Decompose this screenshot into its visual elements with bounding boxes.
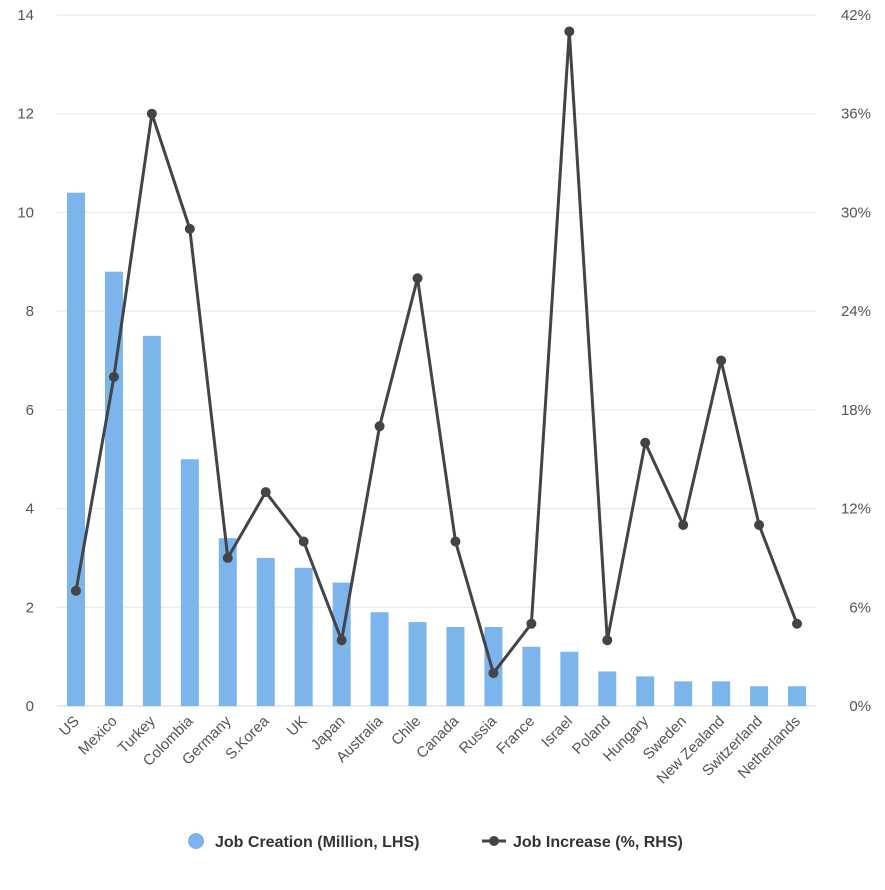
bar[interactable]: [294, 567, 313, 706]
line-series: [70, 26, 803, 679]
category-label: France: [493, 713, 538, 758]
bar[interactable]: [522, 646, 541, 706]
right-tick-label: 24%: [841, 303, 871, 320]
line-point[interactable]: [564, 26, 575, 37]
category-label: Mexico: [75, 713, 121, 759]
line-point[interactable]: [602, 635, 613, 646]
right-tick-label: 30%: [841, 204, 871, 221]
line-point[interactable]: [754, 520, 765, 531]
line-point[interactable]: [70, 585, 81, 596]
category-label: Russia: [456, 712, 501, 757]
bar[interactable]: [180, 459, 199, 706]
bar[interactable]: [370, 612, 389, 706]
right-tick-label: 18%: [841, 402, 871, 419]
bar[interactable]: [712, 681, 731, 706]
right-tick-label: 42%: [841, 7, 871, 24]
bar[interactable]: [218, 538, 237, 706]
line-point[interactable]: [412, 273, 423, 284]
line-point[interactable]: [450, 536, 461, 547]
line-path: [74, 30, 799, 675]
legend[interactable]: Job Creation (Million, LHS) Job Increase…: [188, 833, 683, 851]
line-point[interactable]: [526, 618, 537, 629]
bar[interactable]: [674, 681, 693, 706]
bar[interactable]: [446, 627, 465, 706]
bar[interactable]: [408, 622, 427, 706]
line-point[interactable]: [374, 421, 385, 432]
right-tick-label: 0%: [849, 698, 871, 715]
bar[interactable]: [66, 192, 85, 706]
category-label: Canada: [413, 712, 463, 762]
bar[interactable]: [788, 686, 807, 706]
bar-series: [66, 192, 807, 706]
category-label: UK: [284, 713, 311, 740]
line-point[interactable]: [222, 552, 233, 563]
line-point[interactable]: [146, 108, 157, 119]
legend-line-label: Job Increase (%, RHS): [513, 834, 683, 851]
legend-bar-label: Job Creation (Million, LHS): [215, 834, 419, 851]
right-tick-label: 12%: [841, 501, 871, 518]
legend-item-bar-series[interactable]: Job Creation (Million, LHS): [188, 833, 419, 851]
line-point[interactable]: [108, 371, 119, 382]
legend-item-line-series[interactable]: Job Increase (%, RHS): [482, 834, 683, 851]
left-tick-label: 14: [17, 7, 34, 24]
left-tick-label: 10: [17, 204, 34, 221]
left-tick-label: 2: [26, 599, 34, 616]
line-point[interactable]: [716, 355, 727, 366]
bar[interactable]: [750, 686, 769, 706]
gridlines: [57, 14, 816, 707]
bar[interactable]: [104, 271, 123, 706]
left-tick-label: 0: [26, 698, 34, 715]
bar[interactable]: [142, 335, 161, 706]
left-tick-label: 8: [26, 303, 34, 320]
legend-bar-symbol: [188, 833, 204, 849]
left-tick-label: 6: [26, 402, 34, 419]
line-point[interactable]: [298, 536, 309, 547]
bar[interactable]: [636, 676, 655, 706]
line-point[interactable]: [488, 668, 499, 679]
bar[interactable]: [560, 651, 579, 706]
bar[interactable]: [256, 557, 275, 706]
line-point[interactable]: [792, 618, 803, 629]
legend-line-marker: [489, 836, 499, 846]
line-point[interactable]: [640, 437, 651, 448]
line-point[interactable]: [184, 223, 195, 234]
line-point[interactable]: [336, 635, 347, 646]
line-point[interactable]: [678, 520, 689, 531]
left-tick-label: 12: [17, 106, 34, 123]
right-y-axis: 0% 6% 12% 18% 24% 30% 36% 42%: [841, 7, 871, 715]
line-point[interactable]: [260, 487, 271, 498]
category-label: S.Korea: [222, 712, 273, 763]
category-label: US: [56, 713, 83, 740]
bar[interactable]: [598, 671, 617, 706]
right-tick-label: 36%: [841, 106, 871, 123]
left-y-axis: 0 2 4 6 8 10 12 14: [17, 7, 34, 715]
right-tick-label: 6%: [849, 599, 871, 616]
bar[interactable]: [484, 627, 503, 706]
left-tick-label: 4: [26, 501, 34, 518]
